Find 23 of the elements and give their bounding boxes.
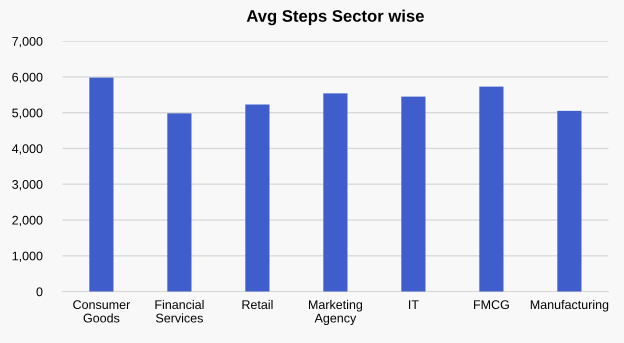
chart-title: Avg Steps Sector wise: [246, 10, 424, 26]
x-tick-label: Financial Services: [155, 300, 204, 323]
y-tick-label: 2,000: [12, 216, 42, 226]
bar: [479, 86, 504, 292]
y-tick-label: 3,000: [12, 180, 42, 190]
bar: [245, 104, 270, 292]
y-tick-label: 6,000: [12, 72, 42, 84]
x-tick-label: IT: [409, 300, 419, 309]
bar: [167, 113, 192, 292]
x-tick-label: Consumer Goods: [73, 300, 130, 323]
bar: [401, 96, 426, 292]
y-tick-label: 0: [36, 287, 42, 296]
y-tick-label: 1,000: [12, 252, 42, 262]
bar: [323, 93, 348, 292]
x-tick-label: Retail: [242, 300, 273, 310]
x-tick-label: Marketing Agency: [308, 300, 362, 325]
y-tick-label: 5,000: [12, 108, 42, 119]
x-tick-label: FMCG: [474, 300, 509, 310]
bar: [557, 110, 582, 292]
x-tick-label: Manufacturing: [530, 300, 608, 312]
y-tick-label: 4,000: [12, 144, 42, 155]
y-tick-label: 7,000: [12, 36, 42, 48]
bar: [89, 78, 114, 292]
